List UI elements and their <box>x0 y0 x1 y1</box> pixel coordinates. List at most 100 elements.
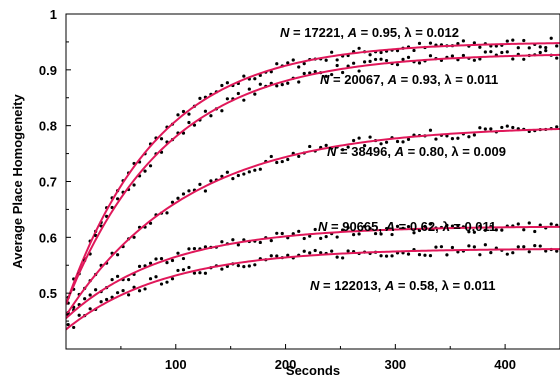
data-point <box>253 168 257 172</box>
data-point <box>461 39 465 43</box>
data-point <box>126 278 131 282</box>
data-point <box>143 287 147 291</box>
series-annotation: N = 20067, A = 0.93, λ = 0.011 <box>320 72 498 87</box>
data-point <box>231 177 235 181</box>
data-point <box>313 70 317 74</box>
data-point <box>450 54 455 58</box>
data-point <box>511 57 515 61</box>
data-point <box>522 57 526 61</box>
series-1 <box>66 36 560 305</box>
data-point <box>384 140 389 144</box>
data-point <box>159 257 164 261</box>
data-point <box>500 228 504 232</box>
data-point <box>472 133 476 137</box>
data-point <box>406 252 411 256</box>
data-point <box>170 200 175 204</box>
data-point <box>247 264 251 268</box>
data-point <box>384 254 389 258</box>
data-point <box>192 271 197 275</box>
data-point <box>154 257 158 261</box>
data-point <box>308 251 312 255</box>
data-point <box>406 55 411 59</box>
series-annotation: N = 17221, A = 0.95, λ = 0.012 <box>280 25 459 40</box>
data-point <box>352 61 356 65</box>
data-point <box>297 154 301 159</box>
data-point <box>242 74 246 78</box>
data-point <box>236 264 240 268</box>
data-point <box>522 228 526 232</box>
data-point <box>176 113 180 117</box>
data-point <box>395 224 400 228</box>
data-point <box>99 300 103 304</box>
data-point <box>549 222 553 226</box>
data-point <box>555 125 559 129</box>
data-point <box>527 250 531 254</box>
data-point <box>544 45 548 50</box>
series-4 <box>66 221 560 320</box>
data-point <box>143 169 147 173</box>
fit-curve <box>66 127 560 317</box>
annotation-value: 38496 <box>351 144 387 159</box>
data-point <box>88 307 92 311</box>
data-point <box>467 135 471 139</box>
data-point <box>225 81 229 85</box>
data-point <box>115 274 120 278</box>
data-point <box>269 239 273 243</box>
data-point <box>176 268 180 273</box>
data-point <box>181 256 186 261</box>
data-point <box>472 58 476 62</box>
data-point <box>445 253 449 257</box>
data-point <box>346 145 350 149</box>
data-point <box>286 61 290 65</box>
data-point <box>505 252 509 256</box>
data-point <box>66 323 70 327</box>
data-point <box>308 234 312 238</box>
data-point <box>527 46 531 50</box>
annotation-value: 0.80 <box>419 144 444 159</box>
data-point <box>533 229 537 234</box>
data-point <box>220 83 224 88</box>
y-tick-label: 0.9 <box>39 63 57 78</box>
data-point <box>269 154 273 159</box>
annotation-value: 122013 <box>334 278 377 293</box>
data-point <box>379 254 383 258</box>
data-point <box>357 232 361 236</box>
data-point <box>198 271 202 275</box>
data-point <box>72 325 76 330</box>
data-point <box>148 164 153 168</box>
data-point <box>110 278 114 282</box>
data-point <box>538 50 542 55</box>
data-point <box>483 50 487 54</box>
data-point <box>450 245 455 250</box>
data-point <box>341 256 345 260</box>
data-point <box>544 49 548 53</box>
data-point <box>527 221 531 225</box>
data-point <box>242 98 246 102</box>
data-point <box>176 196 180 200</box>
annotation-value: 0.012 <box>426 25 459 40</box>
data-point <box>324 143 328 148</box>
data-point <box>115 197 120 201</box>
data-point <box>505 124 509 128</box>
data-point <box>220 109 224 113</box>
x-tick-label: 400 <box>494 357 516 372</box>
y-tick-label: 0.8 <box>39 119 57 134</box>
data-point <box>439 245 444 249</box>
data-point <box>357 69 361 73</box>
data-point <box>236 243 240 247</box>
data-point <box>478 57 482 61</box>
fit-curve <box>66 42 560 305</box>
data-point <box>313 227 317 232</box>
x-axis: 100 200 300 400 <box>120 344 560 372</box>
data-point <box>154 275 158 279</box>
annotation-value: 0.62 <box>410 219 435 234</box>
data-point <box>368 226 372 231</box>
y-tick-label: 0.5 <box>39 286 57 301</box>
data-point <box>555 249 559 253</box>
data-point <box>324 58 328 62</box>
data-point <box>341 148 345 152</box>
data-point <box>159 137 164 141</box>
data-point <box>368 135 372 139</box>
data-point <box>478 253 482 257</box>
data-point <box>236 173 240 178</box>
